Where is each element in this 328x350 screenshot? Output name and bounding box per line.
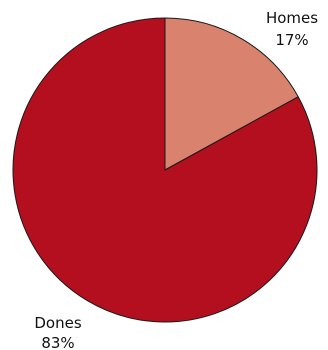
pie-slices (12, 17, 318, 323)
slice-label-dones-name: Dones (34, 314, 81, 332)
slice-label-homes-percent: 17% (275, 31, 308, 49)
pie-slice-homes (164, 17, 299, 171)
pie-slice-dones (12, 17, 318, 323)
slice-label-homes-name: Homes (266, 9, 318, 27)
slice-label-dones-percent: 83% (41, 334, 74, 350)
